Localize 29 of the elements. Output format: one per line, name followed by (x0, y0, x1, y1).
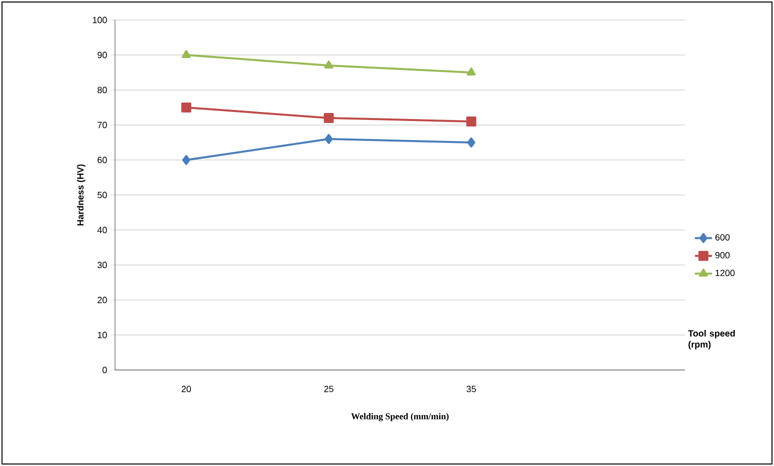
x-tick-label: 25 (324, 386, 334, 392)
y-tick-label: 40 (97, 226, 107, 234)
y-tick-label: 80 (98, 86, 107, 94)
point (324, 60, 334, 68)
legend-title: Tool speed (rpm) (688, 330, 735, 350)
y-tick-label: 20 (98, 296, 107, 304)
y-tick-label: 100 (92, 16, 107, 24)
legend-label: 1200 (716, 270, 735, 276)
point (181, 102, 192, 112)
y-tick-label: 90 (98, 52, 107, 58)
x-tick-label: 20 (182, 386, 191, 392)
x-axis-title: Welding Speed (mm/min) (351, 413, 449, 422)
y-tick-label: 30 (98, 262, 107, 268)
point (466, 67, 476, 76)
y-tick-label: 50 (98, 192, 107, 198)
y-tick-label: 0 (102, 366, 107, 374)
y-tick-label: 70 (98, 122, 107, 128)
y-tick-label: 10 (98, 332, 107, 338)
y-axis-title: Hardness (HV) (76, 164, 86, 226)
point (182, 50, 191, 58)
point (324, 112, 334, 123)
x-tick-label: 35 (466, 386, 476, 392)
y-tick-label: 60 (98, 156, 107, 164)
legend-label: 600 (715, 234, 730, 241)
point (466, 116, 476, 126)
point (182, 154, 190, 165)
legend-label: 900 (715, 252, 730, 258)
point (324, 134, 333, 144)
point (467, 137, 476, 148)
